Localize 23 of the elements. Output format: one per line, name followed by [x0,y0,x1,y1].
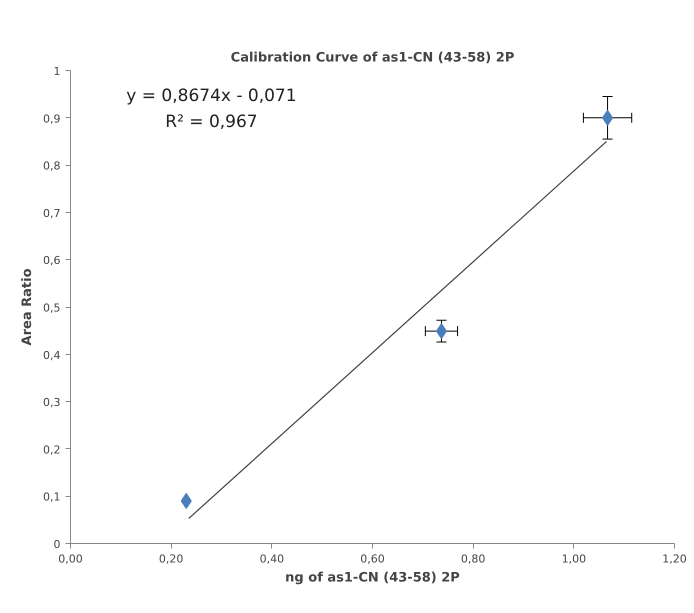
x-tick-label: 0,60 [360,552,385,566]
x-tick-label: 0,20 [158,552,184,566]
annotation: y = 0,8674x - 0,071 [126,86,297,106]
annotation: R² = 0,967 [165,112,258,132]
y-tick-label: 0,7 [43,206,61,220]
y-tick-label: 1 [54,65,60,78]
y-tick-label: 0,6 [43,254,61,268]
y-tick-label: 0,3 [43,396,61,410]
y-tick-label: 0,5 [43,302,61,314]
x-tick-label: 1,00 [562,552,586,566]
y-tick-label: 0,1 [43,490,61,504]
y-tick-label: 0,4 [43,348,61,362]
y-tick-label: 0,8 [43,160,61,173]
y-axis-title: Area Ratio [20,268,36,346]
chart-title: Calibration Curve of as1-CN (43-58) 2P [230,50,514,66]
x-tick-label: 0,00 [58,552,83,566]
x-axis-title: ng of as1-CN (43-58) 2P [285,570,460,586]
y-tick-label: 0,2 [43,443,61,456]
y-tick-label: 0 [54,538,60,551]
x-tick-label: 1,20 [662,552,687,566]
y-tick-label: 0,9 [43,112,61,126]
x-tick-label: 0,40 [260,552,284,566]
x-tick-label: 0,80 [460,552,486,566]
